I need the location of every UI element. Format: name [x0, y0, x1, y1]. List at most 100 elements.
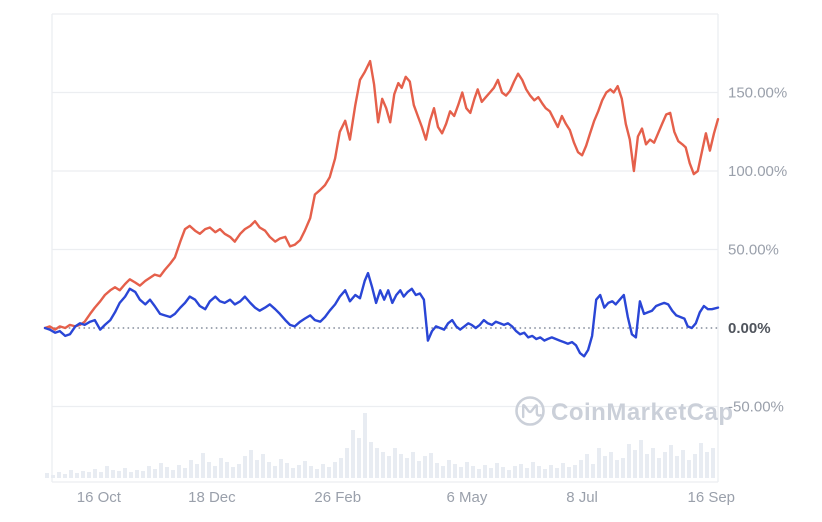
- volume-bar: [477, 469, 481, 478]
- volume-bar: [105, 466, 109, 478]
- x-axis-labels: 16 Oct 18 Dec 26 Feb 6 May 8 Jul 16 Sep: [77, 489, 735, 506]
- x-axis-label-8-jul: 8 Jul: [566, 489, 598, 506]
- volume-bar: [309, 466, 313, 478]
- x-axis-label-26-feb: 26 Feb: [314, 489, 361, 506]
- volume-bar: [57, 472, 61, 478]
- volume-bar: [327, 467, 331, 478]
- volume-bar: [213, 466, 217, 478]
- coinmarketcap-logo-icon: [515, 396, 545, 426]
- series-1-percent-change-line: [43, 59, 720, 331]
- volume-bar: [471, 466, 475, 478]
- volume-bar: [357, 438, 361, 478]
- volume-bar: [279, 459, 283, 478]
- volume-bar: [495, 463, 499, 478]
- volume-bar: [567, 467, 571, 478]
- volume-bar: [525, 468, 529, 478]
- y-axis-label-100: 100.00%: [728, 163, 787, 180]
- volume-bar: [363, 413, 367, 478]
- volume-bar: [675, 456, 679, 478]
- volume-bar: [165, 467, 169, 478]
- volume-bar: [207, 462, 211, 478]
- volume-bar: [387, 456, 391, 478]
- volume-bar: [183, 468, 187, 478]
- volume-bar: [87, 472, 91, 478]
- chart-plot-area[interactable]: [45, 13, 718, 482]
- volume-bar: [369, 442, 373, 478]
- volume-bar: [135, 470, 139, 478]
- volume-bar: [405, 458, 409, 478]
- volume-bar: [63, 474, 67, 478]
- y-axis-label-0: 0.00%: [728, 320, 771, 337]
- volume-bar: [453, 464, 457, 478]
- volume-bar: [381, 452, 385, 478]
- x-axis-label-6-may: 6 May: [447, 489, 488, 506]
- volume-bar: [153, 469, 157, 478]
- volume-bar: [459, 467, 463, 478]
- volume-bar: [111, 470, 115, 478]
- volume-bar: [291, 468, 295, 478]
- volume-bar: [555, 468, 559, 478]
- volume-bar: [639, 440, 643, 478]
- volume-bar: [441, 466, 445, 478]
- volume-bar: [513, 466, 517, 478]
- volume-bar: [507, 470, 511, 478]
- volume-bar: [141, 471, 145, 478]
- y-axis-label--50: -50.00%: [728, 399, 784, 416]
- volume-bar: [501, 467, 505, 478]
- x-axis-label-16-oct: 16 Oct: [77, 489, 122, 506]
- volume-bar: [549, 465, 553, 478]
- volume-bar: [339, 458, 343, 478]
- volume-bar: [417, 461, 421, 478]
- volume-bar: [243, 456, 247, 478]
- x-axis-label-16-sep: 16 Sep: [687, 489, 735, 506]
- y-axis-labels: 150.00% 100.00% 50.00% 0.00% -50.00%: [728, 85, 787, 416]
- volume-bar: [429, 453, 433, 478]
- volume-bar: [255, 460, 259, 478]
- volume-bar: [99, 472, 103, 478]
- volume-bar: [177, 465, 181, 478]
- volume-bar: [585, 454, 589, 478]
- volume-bar: [303, 461, 307, 478]
- volume-bar: [51, 475, 55, 478]
- coinmarketcap-logo-m-glyph: [522, 404, 542, 419]
- x-axis-label-18-dec: 18 Dec: [188, 489, 236, 506]
- volume-bar: [219, 458, 223, 478]
- volume-bar: [345, 448, 349, 478]
- y-axis-label-50: 50.00%: [728, 242, 779, 259]
- volume-bar: [399, 454, 403, 478]
- volume-bar: [519, 464, 523, 478]
- volume-bar: [375, 448, 379, 478]
- volume-bar: [93, 469, 97, 478]
- volume-bar: [579, 460, 583, 478]
- volume-bar: [201, 453, 205, 478]
- volume-bar: [609, 452, 613, 478]
- watermark: CoinMarketCap: [515, 396, 734, 426]
- volume-bar: [189, 460, 193, 478]
- volume-bar: [249, 450, 253, 478]
- volume-bar: [321, 464, 325, 478]
- volume-bar: [423, 456, 427, 478]
- volume-bar: [237, 464, 241, 478]
- volume-bar: [75, 473, 79, 478]
- volume-bar: [681, 450, 685, 478]
- volume-bar: [411, 452, 415, 478]
- volume-bar: [645, 454, 649, 478]
- volume-bar: [69, 470, 73, 478]
- series-2-percent-change-line: [43, 271, 720, 358]
- volume-bar: [483, 465, 487, 478]
- watermark-brand-text: CoinMarketCap: [551, 399, 734, 426]
- volume-bar: [711, 448, 715, 478]
- volume-bar: [117, 471, 121, 478]
- volume-bar: [693, 454, 697, 478]
- volume-bar: [591, 464, 595, 478]
- volume-bar: [297, 465, 301, 478]
- volume-bar: [171, 470, 175, 478]
- y-axis-label-150: 150.00%: [728, 85, 787, 102]
- volume-bar: [603, 456, 607, 478]
- volume-bar: [231, 467, 235, 478]
- price-lines: [43, 59, 720, 358]
- volume-bar: [45, 473, 49, 478]
- volume-bar: [465, 462, 469, 478]
- volume-bar: [261, 454, 265, 478]
